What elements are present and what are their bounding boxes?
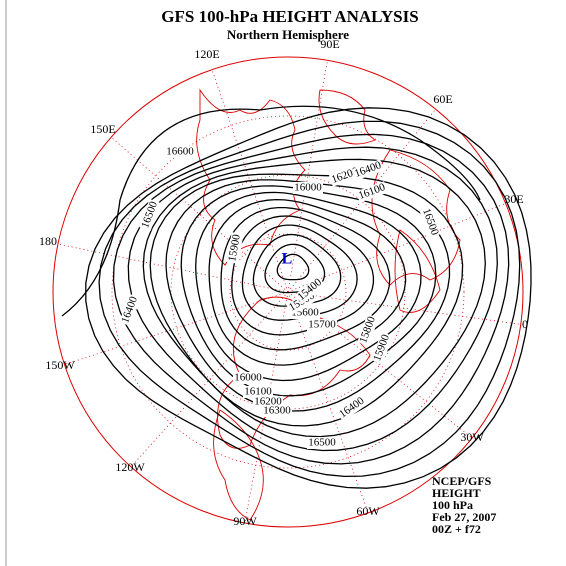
info-line: 100 hPa: [432, 498, 473, 512]
contour-line: [276, 253, 310, 281]
contour-line: [127, 146, 498, 452]
contour-line: [220, 206, 391, 351]
longitude-label: 90W: [233, 514, 257, 528]
map-boundary: [52, 56, 524, 528]
contour-label: 16500: [308, 437, 336, 449]
latitude-circle: [111, 115, 465, 469]
longitude-label: 180: [39, 234, 57, 248]
contour-label-bg: [294, 275, 326, 305]
contour-label: 16100: [244, 386, 272, 398]
contour-label: 16200: [254, 396, 282, 408]
longitude-label: 120E: [194, 47, 219, 61]
contour-label-group: 15700: [307, 319, 337, 331]
contour-label-bg: [307, 319, 337, 331]
contours: [61, 105, 532, 489]
contour-label-bg: [243, 386, 273, 398]
contour-label: 16000: [294, 182, 322, 194]
contour-label-bg: [119, 293, 141, 327]
contour-line: [195, 191, 422, 382]
contour-label-group: 16100: [243, 386, 273, 398]
contour-line: [98, 120, 521, 478]
contour-label: 16000: [234, 372, 262, 384]
info-line: 00Z + f72: [432, 522, 481, 536]
contour-label-bg: [139, 198, 161, 232]
contour-label-bg: [371, 331, 393, 365]
contour-label-bg: [355, 181, 389, 203]
longitude-label: 150E: [90, 122, 115, 136]
coast: [213, 409, 264, 521]
contour-label: 15700: [308, 319, 336, 331]
contour-line: [61, 105, 481, 317]
contour-label-bg: [165, 146, 195, 158]
contour-label-bg: [351, 159, 385, 181]
contour-label-group: 16000: [233, 372, 263, 384]
contour-label-bg: [233, 372, 263, 384]
title: GFS 100-hPa HEIGHT ANALYSIS: [161, 7, 418, 26]
contour-line: [180, 185, 437, 397]
contour-label-bg: [336, 394, 368, 422]
longitude-label: 120W: [115, 460, 145, 474]
contour-label-group: 16600: [165, 146, 195, 158]
coast: [394, 229, 441, 313]
contour-label-bg: [226, 232, 244, 264]
contour-line: [208, 198, 407, 366]
latitude-circle: [229, 233, 347, 351]
info-line: NCEP/GFS: [432, 474, 492, 488]
contour-label-group: 16300: [262, 405, 292, 417]
contour-label: 15900: [226, 233, 243, 263]
coast: [371, 149, 461, 286]
subtitle: Northern Hemisphere: [227, 27, 349, 42]
graticule: [57, 60, 521, 524]
longitude-label: 150W: [45, 358, 75, 372]
latitude-circle: [170, 174, 406, 410]
coast: [318, 89, 376, 145]
contour-line: [85, 107, 532, 489]
contour-line: [112, 133, 510, 465]
longitude-label: 60W: [356, 504, 380, 518]
low-marker: L: [282, 251, 293, 268]
contour-line: [252, 233, 342, 307]
contour-line: [142, 158, 486, 438]
longitude-label: 60E: [433, 92, 452, 106]
contour-line: [241, 224, 358, 321]
contour-label: 16300: [263, 405, 291, 417]
longitude-label: 0: [522, 317, 528, 331]
contour-label-group: 16500: [307, 437, 337, 449]
contour-label-bg: [262, 405, 292, 417]
contour-label: 16600: [166, 146, 194, 158]
contour-label-group: 16000: [293, 182, 323, 194]
contour-line: [149, 173, 464, 427]
contour-label-bg: [357, 313, 379, 347]
longitude-label: 30W: [460, 430, 484, 444]
longitude-label: 90E: [320, 37, 339, 51]
info-line: HEIGHT: [432, 486, 481, 500]
contour-label-bg: [307, 437, 337, 449]
contour-label-group: 15900: [226, 232, 244, 264]
contour-label-bg: [419, 205, 441, 239]
contour-label-bg: [293, 182, 323, 194]
info-line: Feb 27, 2007: [432, 510, 496, 524]
longitude-label: 30E: [504, 192, 523, 206]
